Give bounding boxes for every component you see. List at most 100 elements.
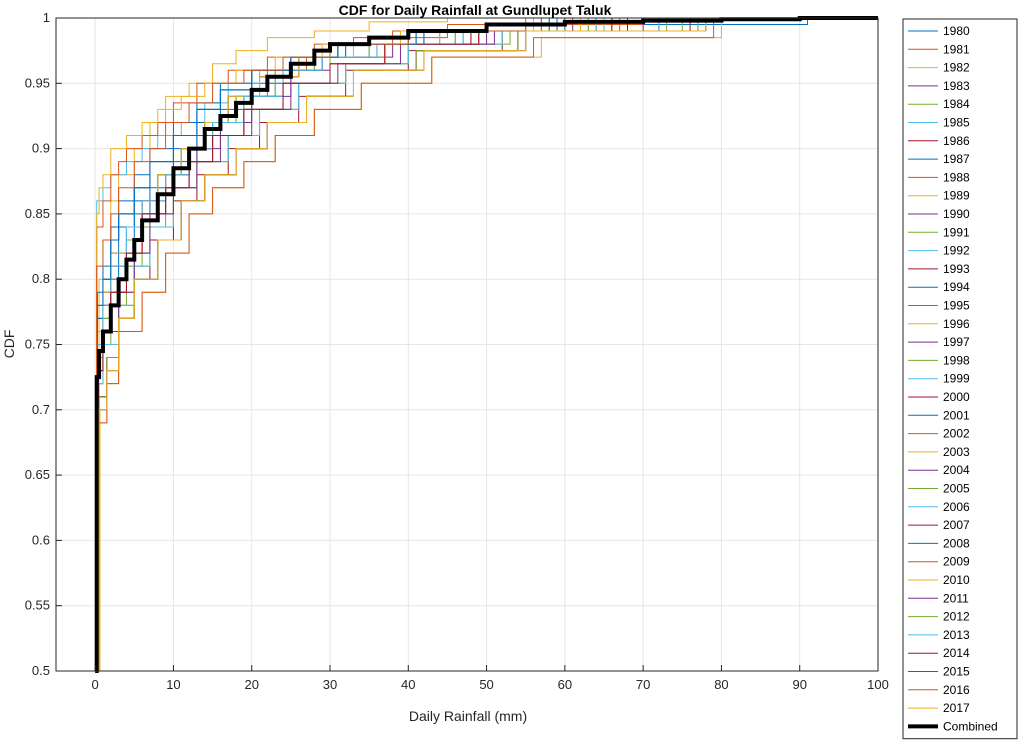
legend-item-1986: 1986: [908, 134, 970, 148]
legend-label: 1985: [943, 116, 970, 130]
x-tick-label: 20: [244, 677, 258, 692]
legend-label: 1990: [943, 207, 970, 221]
legend-item-1997: 1997: [908, 335, 970, 349]
legend-label: 1998: [943, 353, 970, 367]
legend-item-2009: 2009: [908, 555, 970, 569]
legend-item-2013: 2013: [908, 628, 970, 642]
x-axis-ticks: 0 10 20 30 40 50 60 70 80 90 100: [92, 665, 889, 692]
y-tick-label: 0.9: [32, 141, 50, 156]
legend-item-2004: 2004: [908, 463, 970, 477]
x-tick-label: 10: [166, 677, 180, 692]
legend-item-1980: 1980: [908, 24, 970, 38]
x-tick-label: 90: [792, 677, 806, 692]
legend-label: 1995: [943, 299, 970, 313]
y-tick-label: 0.55: [25, 598, 50, 613]
legend-label: 1986: [943, 134, 970, 148]
legend-item-2007: 2007: [908, 518, 970, 532]
y-axis-ticks: 0.5 0.55 0.6 0.65 0.7 0.75 0.8 0.85 0.9 0.95 1: [25, 10, 62, 678]
x-tick-label: 70: [636, 677, 650, 692]
legend-label: 1982: [943, 61, 970, 75]
legend-item-1983: 1983: [908, 79, 970, 93]
legend-label: 1984: [943, 97, 970, 111]
y-axis-label: CDF: [1, 330, 17, 359]
legend-item-1990: 1990: [908, 207, 970, 221]
legend-label: 2014: [943, 646, 970, 660]
y-tick-label: 0.8: [32, 271, 50, 286]
legend-label: 1991: [943, 225, 970, 239]
legend-label: 2010: [943, 573, 970, 587]
y-tick-label: 0.7: [32, 402, 50, 417]
y-tick-label: 0.95: [25, 75, 50, 90]
legend-label: 1992: [943, 244, 970, 258]
legend-label: 1980: [943, 24, 970, 38]
legend-item-1996: 1996: [908, 317, 970, 331]
y-tick-label: 0.5: [32, 663, 50, 678]
legend-item-1985: 1985: [908, 116, 970, 130]
legend-item-combined: Combined: [908, 719, 998, 733]
legend-item-2010: 2010: [908, 573, 970, 587]
legend-item-1987: 1987: [908, 152, 970, 166]
legend-label: 1996: [943, 317, 970, 331]
chart-title: CDF for Daily Rainfall at Gundlupet Talu…: [339, 2, 612, 18]
x-tick-label: 0: [92, 677, 99, 692]
legend-label: 2009: [943, 555, 970, 569]
legend-item-2001: 2001: [908, 408, 970, 422]
y-tick-label: 1: [43, 10, 50, 25]
legend-item-2014: 2014: [908, 646, 970, 660]
legend-label: 1994: [943, 280, 970, 294]
legend-item-2011: 2011: [908, 591, 969, 605]
legend-label: 1997: [943, 335, 970, 349]
y-tick-label: 0.75: [25, 337, 50, 352]
legend-item-2016: 2016: [908, 683, 970, 697]
legend-label: 1988: [943, 170, 970, 184]
x-tick-label: 30: [323, 677, 337, 692]
legend-label: 2015: [943, 665, 970, 679]
y-tick-label: 0.65: [25, 467, 50, 482]
legend-item-2000: 2000: [908, 390, 970, 404]
legend-item-1995: 1995: [908, 299, 970, 313]
series-line-2017: [95, 17, 878, 672]
legend-item-1988: 1988: [908, 170, 970, 184]
series-line-2009: [95, 17, 878, 672]
legend-item-2008: 2008: [908, 536, 970, 550]
legend-label: 2003: [943, 445, 970, 459]
y-tick-label: 0.6: [32, 532, 50, 547]
x-tick-label: 60: [558, 677, 572, 692]
legend-item-2002: 2002: [908, 427, 970, 441]
legend-item-2015: 2015: [908, 665, 970, 679]
legend-item-2005: 2005: [908, 482, 970, 496]
x-tick-label: 80: [714, 677, 728, 692]
legend-label: 2012: [943, 610, 970, 624]
legend: 1980 1981 1982 1983 1984 1985 1986 1987 1988 1989…: [902, 18, 1018, 740]
legend-label: 2006: [943, 500, 970, 514]
legend-label: 2001: [943, 408, 970, 422]
legend-label: 2013: [943, 628, 970, 642]
series-lines: [94, 16, 878, 673]
legend-item-1992: 1992: [908, 244, 970, 258]
x-tick-label: 100: [867, 677, 889, 692]
legend-label: 1989: [943, 189, 970, 203]
legend-label: 2005: [943, 482, 970, 496]
legend-item-1991: 1991: [908, 225, 970, 239]
legend-item-1989: 1989: [908, 189, 970, 203]
x-tick-label: 50: [479, 677, 493, 692]
legend-label: Combined: [943, 719, 998, 733]
legend-label: 1983: [943, 79, 970, 93]
legend-item-2017: 2017: [908, 701, 970, 715]
legend-item-1981: 1981: [908, 42, 970, 56]
legend-item-1993: 1993: [908, 262, 970, 276]
legend-item-1998: 1998: [908, 353, 970, 367]
legend-label: 2016: [943, 683, 970, 697]
legend-label: 1987: [943, 152, 970, 166]
legend-label: 1993: [943, 262, 970, 276]
legend-item-1982: 1982: [908, 61, 970, 75]
series-line-combined: [94, 16, 878, 673]
legend-label: 2008: [943, 536, 970, 550]
x-tick-label: 40: [401, 677, 415, 692]
legend-label: 2004: [943, 463, 970, 477]
legend-item-1984: 1984: [908, 97, 970, 111]
legend-item-1999: 1999: [908, 372, 970, 386]
legend-label: 2007: [943, 518, 970, 532]
y-tick-label: 0.85: [25, 206, 50, 221]
legend-label: 2017: [943, 701, 970, 715]
